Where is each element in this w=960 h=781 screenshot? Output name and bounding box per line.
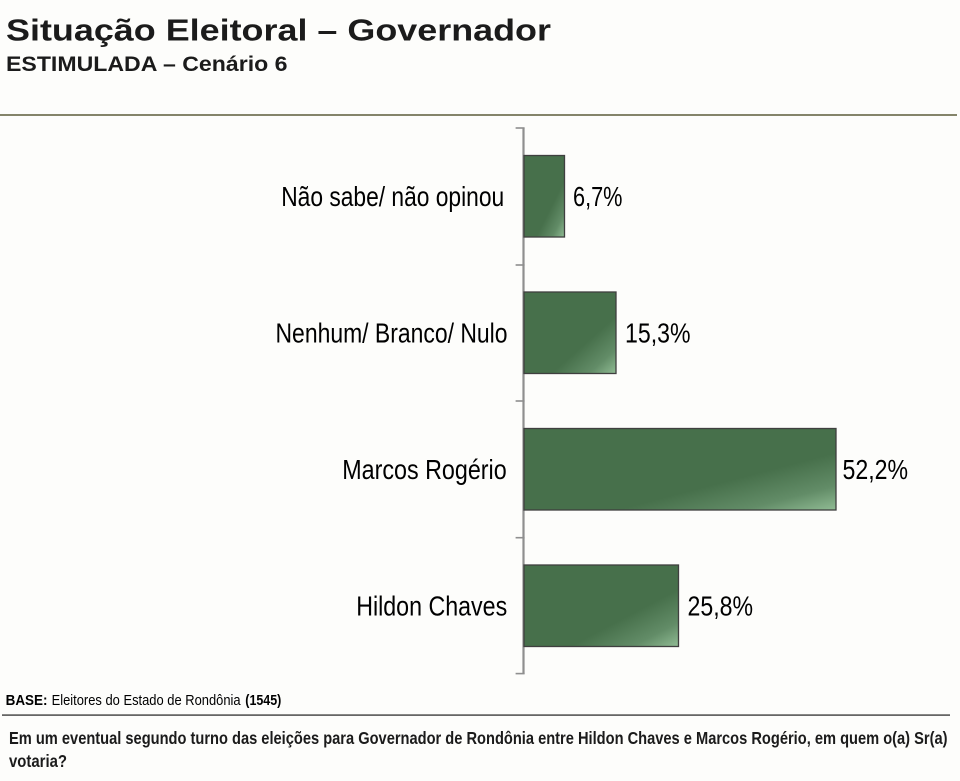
svg-text:Situação Eleitoral – Governado: Situação Eleitoral – Governador bbox=[6, 13, 551, 48]
svg-text:25,8%: 25,8% bbox=[688, 590, 754, 621]
svg-text:Eleitores do Estado de Rondôni: Eleitores do Estado de Rondônia bbox=[52, 693, 242, 709]
svg-text:BASE:: BASE: bbox=[6, 693, 48, 709]
svg-text:Marcos Rogério: Marcos Rogério bbox=[342, 454, 507, 485]
svg-text:Nenhum/ Branco/ Nulo: Nenhum/ Branco/ Nulo bbox=[276, 317, 508, 348]
svg-text:Não sabe/ não opinou: Não sabe/ não opinou bbox=[281, 181, 504, 212]
svg-text:6,7%: 6,7% bbox=[573, 181, 623, 212]
svg-text:votaria?: votaria? bbox=[9, 751, 67, 771]
svg-text:(1545): (1545) bbox=[245, 693, 281, 709]
svg-text:ESTIMULADA – Cenário 6: ESTIMULADA – Cenário 6 bbox=[6, 52, 288, 76]
svg-text:Em um eventual segundo turno d: Em um eventual segundo turno das eleiçõe… bbox=[9, 728, 948, 748]
svg-text:15,3%: 15,3% bbox=[625, 317, 691, 348]
svg-text:Hildon Chaves: Hildon Chaves bbox=[356, 590, 507, 621]
svg-text:52,2%: 52,2% bbox=[843, 454, 909, 485]
